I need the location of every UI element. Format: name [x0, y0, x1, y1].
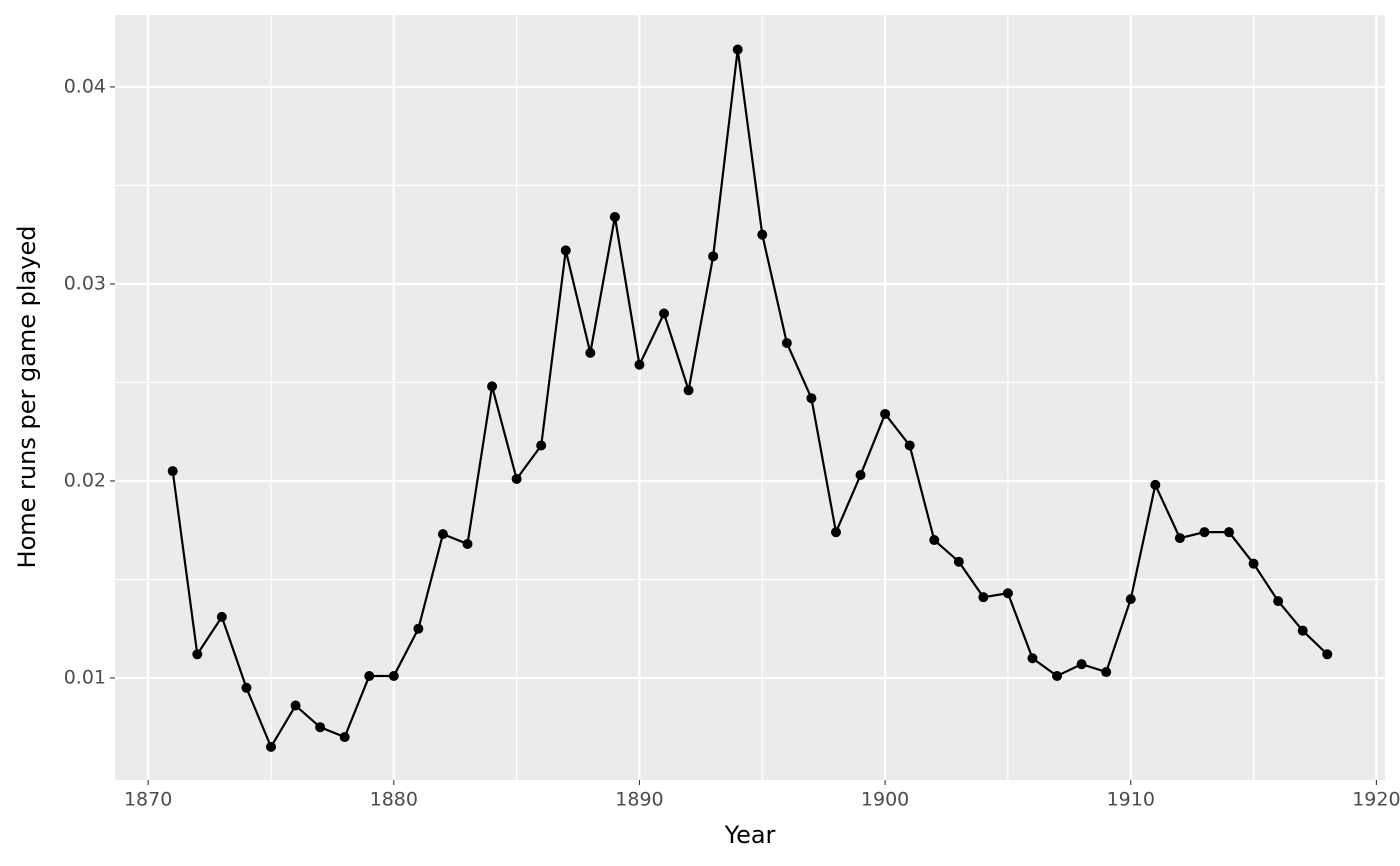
- point: [781, 338, 792, 349]
- line: [171, 49, 1329, 750]
- point: [609, 211, 620, 222]
- x-tick-label: 1910: [1107, 789, 1155, 811]
- point: [265, 741, 276, 752]
- point: [167, 466, 178, 477]
- point: [1174, 533, 1185, 544]
- point: [683, 385, 694, 396]
- point: [290, 700, 301, 711]
- point: [241, 682, 252, 693]
- y-tick-label: 0.01: [64, 666, 106, 688]
- point: [192, 649, 203, 660]
- point: [1027, 653, 1038, 664]
- point: [1101, 667, 1112, 678]
- point: [487, 381, 498, 392]
- point: [339, 732, 350, 743]
- point: [1248, 558, 1259, 569]
- x-tick-label: 1890: [615, 789, 663, 811]
- point: [413, 623, 424, 634]
- point: [880, 408, 891, 419]
- point: [1224, 527, 1235, 538]
- y-tick-label: 0.04: [64, 75, 106, 97]
- point: [1002, 588, 1013, 599]
- point: [1052, 670, 1063, 681]
- point: [732, 44, 743, 55]
- panel: [115, 15, 1385, 780]
- point: [904, 440, 915, 451]
- point: [830, 527, 841, 538]
- point: [462, 538, 473, 549]
- point: [1150, 479, 1161, 490]
- y-tick-label: 0.02: [64, 469, 106, 491]
- point: [659, 308, 670, 319]
- point: [511, 473, 522, 484]
- point: [560, 245, 571, 256]
- point: [634, 359, 645, 370]
- point: [855, 470, 866, 481]
- point: [536, 440, 547, 451]
- point: [315, 722, 326, 733]
- x-tick-label: 1870: [124, 789, 172, 811]
- point: [978, 592, 989, 603]
- point: [708, 251, 719, 262]
- point: [1297, 625, 1308, 636]
- y-tick-label: 0.03: [64, 272, 106, 294]
- point: [216, 611, 227, 622]
- point: [1125, 594, 1136, 605]
- point: [953, 556, 964, 567]
- point: [1076, 659, 1087, 670]
- point: [1199, 527, 1210, 538]
- point: [1273, 596, 1284, 607]
- point: [364, 670, 375, 681]
- y-axis-title: Home runs per game played: [13, 226, 41, 569]
- x-axis-title: Year: [724, 821, 776, 849]
- point: [437, 529, 448, 540]
- x-tick-label: 1900: [861, 789, 909, 811]
- point: [806, 393, 817, 404]
- x-tick-label: 1880: [370, 789, 418, 811]
- point: [929, 535, 940, 546]
- point: [585, 347, 596, 358]
- point: [388, 670, 399, 681]
- point: [757, 229, 768, 240]
- point: [1322, 649, 1333, 660]
- x-tick-label: 1920: [1352, 789, 1400, 811]
